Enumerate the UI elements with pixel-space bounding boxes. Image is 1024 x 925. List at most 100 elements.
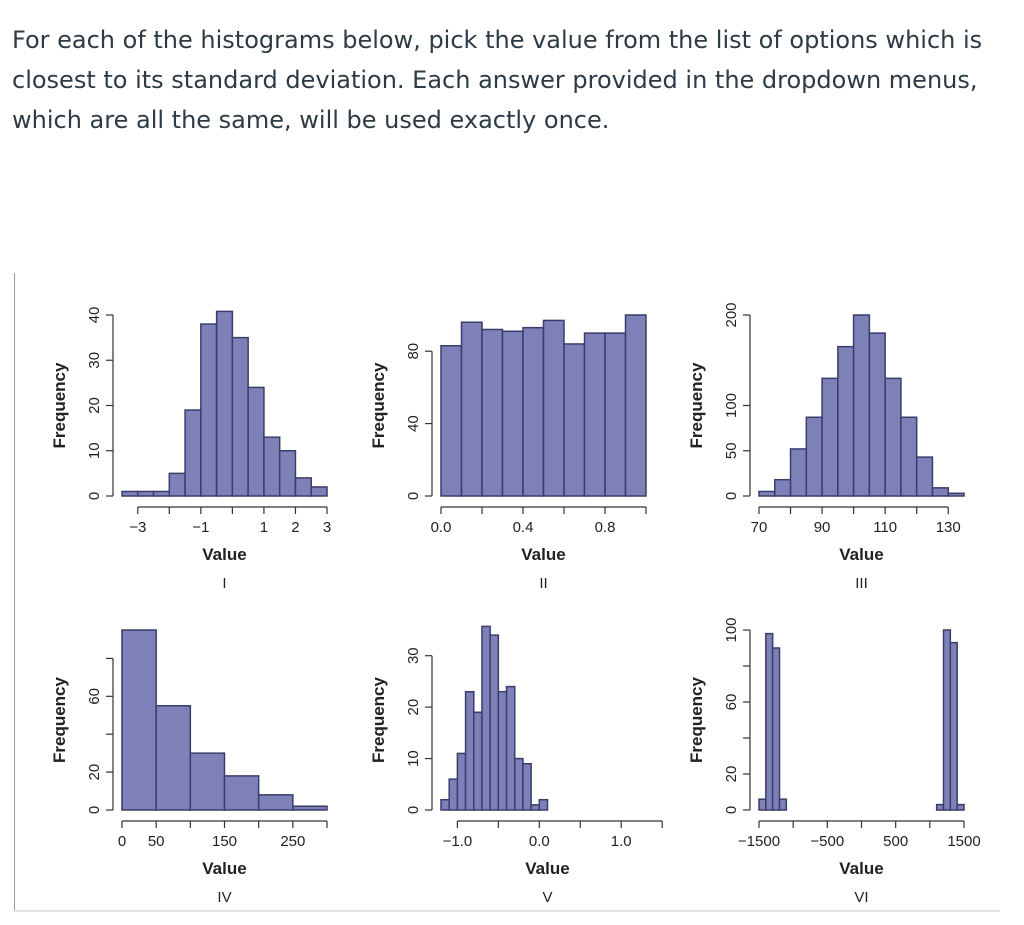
histogram-bar — [956, 803, 965, 811]
y-tick-label: 60 — [723, 694, 740, 711]
panel-label: V — [542, 889, 552, 906]
x-axis-label: Value — [521, 545, 565, 564]
x-tick-label: −1.0 — [443, 833, 473, 850]
y-tick-label: 40 — [86, 307, 103, 324]
histogram-panel-III: 70 90 110 130 0 50 100 200 Value Frequency III — [687, 302, 965, 592]
y-tick-label: 0 — [723, 492, 740, 500]
x-tick-label: 130 — [936, 519, 961, 536]
x-tick-label: −3 — [129, 519, 146, 536]
histogram-bar — [771, 647, 781, 811]
histogram-bar — [900, 416, 918, 497]
histogram-panel-IV: 0 50 150 250 0 20 60 Value Frequency IV — [50, 629, 328, 906]
histogram-bar — [121, 629, 157, 811]
panel-label: I — [222, 575, 226, 592]
histogram-bar — [583, 332, 606, 497]
histogram-panel-VI: −1500 −500 500 1500 0 20 60 100 Value Frequency VI — [687, 617, 981, 906]
x-axis-label: Value — [839, 545, 883, 564]
histogram-bar — [563, 343, 586, 497]
histogram-bar — [200, 323, 218, 497]
y-tick-label: 0 — [86, 806, 103, 814]
y-tick-label: 60 — [86, 688, 103, 705]
histogram-bar — [522, 326, 545, 497]
x-axis-label: Value — [525, 859, 569, 878]
y-tick-label: 100 — [723, 617, 740, 642]
y-tick-label: 0 — [723, 806, 740, 814]
x-tick-label: −1500 — [738, 833, 780, 850]
histogram-bar — [247, 386, 265, 497]
x-tick-label: 0.0 — [529, 833, 550, 850]
histogram-bar — [821, 377, 839, 497]
histogram-bar — [935, 803, 945, 811]
histogram-bar — [513, 757, 524, 811]
histogram-bar — [947, 492, 965, 497]
x-tick-label: 50 — [148, 833, 165, 850]
x-tick-label: 70 — [751, 519, 768, 536]
x-tick-label: −500 — [810, 833, 844, 850]
y-tick-label: 100 — [723, 393, 740, 418]
x-tick-label: 0.4 — [513, 519, 534, 536]
histogram-bar — [152, 490, 171, 497]
y-axis-label: Frequency — [369, 362, 388, 449]
y-axis-label: Frequency — [687, 362, 706, 449]
figure-frame-bottom-border — [14, 910, 1000, 912]
histogram-bar — [758, 490, 776, 497]
histogram-bar — [481, 625, 491, 811]
histogram-bar — [931, 487, 949, 497]
histogram-bar — [852, 314, 871, 497]
histogram-bar — [168, 472, 186, 497]
x-tick-label: 0 — [118, 833, 126, 850]
histogram-bar — [263, 436, 281, 497]
y-tick-label: 0 — [405, 492, 422, 500]
y-tick-label: 0 — [86, 492, 103, 500]
histogram-bar — [481, 328, 504, 497]
y-tick-label: 20 — [405, 699, 422, 716]
histogram-bar — [884, 377, 902, 497]
histogram-bar — [789, 448, 808, 497]
histogram-bar — [257, 794, 294, 811]
histogram-bar — [310, 486, 328, 497]
panel-label: II — [539, 575, 547, 592]
x-tick-label: 2 — [291, 519, 299, 536]
question-text: For each of the histograms below, pick t… — [12, 26, 983, 134]
histogram-bar — [778, 798, 788, 811]
x-axis-label: Value — [202, 545, 246, 564]
histogram-bar — [473, 711, 483, 811]
y-axis-label: Frequency — [687, 676, 706, 763]
y-tick-label: 20 — [86, 397, 103, 414]
histogram-bar — [604, 332, 627, 497]
histogram-bar — [805, 416, 823, 497]
panel-label: IV — [217, 889, 231, 906]
histogram-panel-V: −1.0 0.0 1.0 0 10 20 30 Value Frequency V — [369, 625, 663, 906]
x-axis-label: Value — [839, 859, 883, 878]
x-tick-label: −1 — [192, 519, 209, 536]
histogram-bar — [440, 798, 450, 811]
x-tick-label: 250 — [280, 833, 305, 850]
histogram-bar — [155, 705, 192, 811]
histogram-bar — [915, 456, 934, 497]
histogram-bar — [278, 450, 297, 497]
histogram-bar — [223, 775, 260, 811]
y-tick-label: 40 — [405, 415, 422, 432]
histogram-bar — [121, 490, 139, 497]
x-tick-label: 0.8 — [595, 519, 616, 536]
panel-label: VI — [854, 889, 868, 906]
histogram-bar — [505, 685, 516, 811]
histogram-bar — [530, 804, 541, 811]
histogram-bar — [440, 345, 463, 497]
histogram-bar — [538, 798, 549, 811]
x-tick-label: 1500 — [947, 833, 980, 850]
y-tick-label: 10 — [405, 750, 422, 767]
histogram-bar — [448, 778, 459, 811]
x-tick-label: 3 — [323, 519, 331, 536]
x-tick-label: 500 — [883, 833, 908, 850]
histogram-bar — [137, 490, 155, 497]
histogram-bar — [189, 752, 226, 811]
y-tick-label: 0 — [405, 806, 422, 814]
histogram-bar — [184, 409, 202, 497]
histogram-bar — [758, 798, 767, 811]
x-tick-label: 150 — [212, 833, 237, 850]
histogram-bar — [868, 332, 886, 497]
histogram-bar — [774, 478, 792, 497]
